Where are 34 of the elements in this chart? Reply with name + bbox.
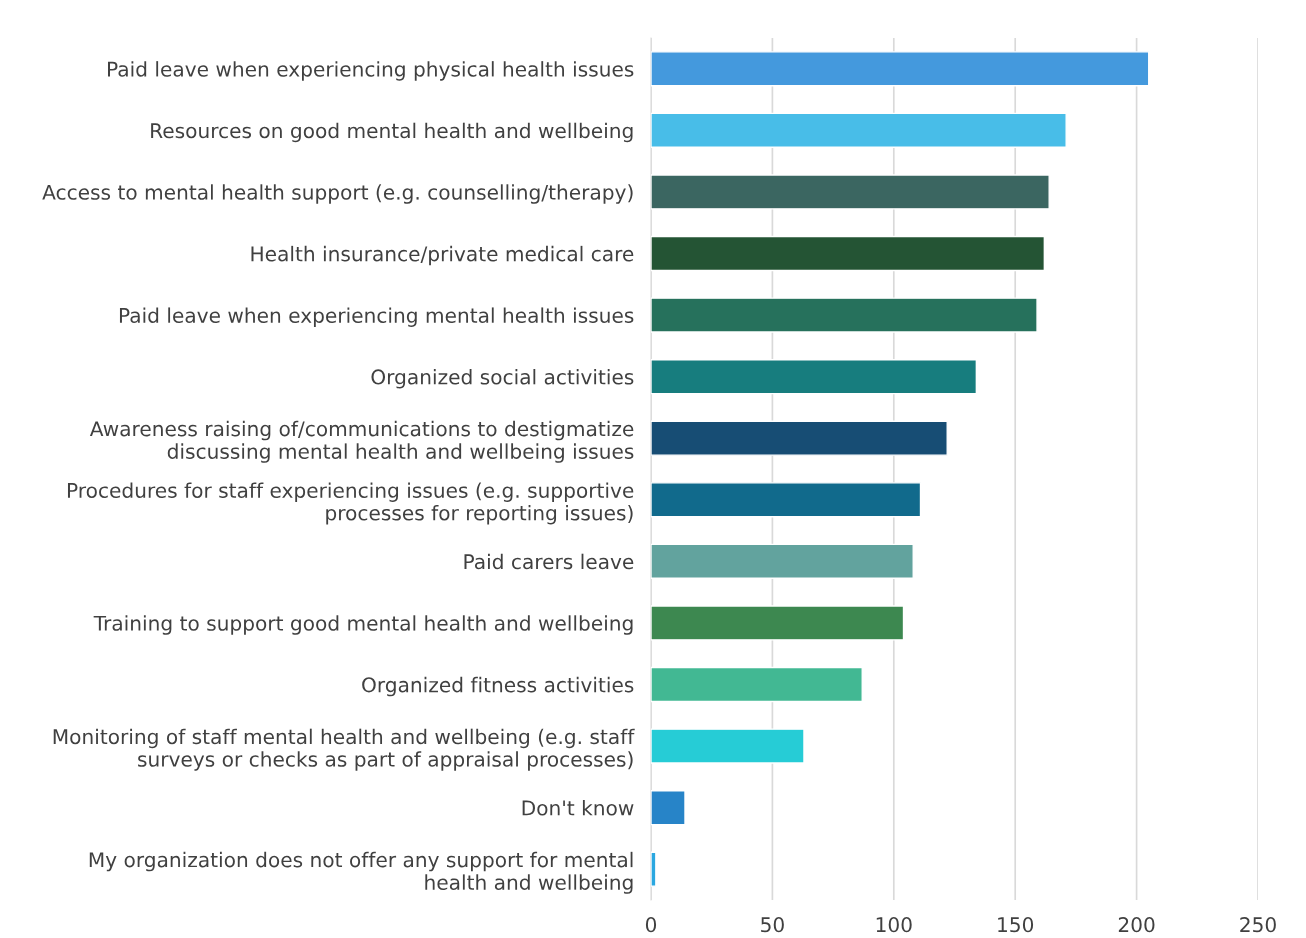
y-tick-label: Paid carers leave [464, 553, 634, 570]
bar [651, 235, 1046, 272]
bar [651, 112, 1067, 148]
y-tick-label: Training to support good mental health and wellbeing [93, 615, 633, 635]
bar [651, 851, 657, 887]
y-tick-label: Paid leave when experiencing mental health issues [119, 307, 634, 327]
y-tick-label: Organized social activities [371, 368, 634, 389]
y-tick-label: Procedures for staff experiencing issues (e.g. supportive processes for reporting issues) [67, 482, 634, 525]
y-tick-label: My organization does not offer any support for mental health and wellbeing [89, 851, 633, 894]
bar [651, 728, 805, 764]
y-tick-label: Paid leave when experiencing physical health issues [108, 61, 634, 81]
bar [651, 666, 863, 703]
x-tick-label: 150 [998, 917, 1034, 933]
x-tick-label: 250 [1240, 917, 1276, 933]
y-tick-label: Monitoring of staff mental health and wellbeing (e.g. staff surveys or checks as part of appraisal processes) [53, 728, 635, 771]
bar [651, 543, 914, 579]
x-tick-label: 100 [876, 917, 912, 933]
x-tick-label: 50 [761, 917, 784, 933]
bar [651, 790, 686, 826]
y-tick-label: Resources on good mental health and wellbeing [151, 122, 633, 143]
y-tick-label: Access to mental health support (e.g. counselling/therapy) [42, 184, 633, 204]
bar [651, 605, 905, 641]
bar [651, 482, 922, 518]
bar [651, 420, 948, 456]
y-tick-label: Health insurance/private medical care [251, 245, 634, 266]
x-tick-label: 200 [1118, 917, 1155, 933]
bar [651, 174, 1050, 210]
bar [651, 51, 1150, 87]
bar [651, 359, 978, 395]
y-tick-label: Organized fitness activities [362, 676, 634, 697]
y-tick-label: Don't know [522, 799, 634, 816]
x-tick-label: 0 [645, 917, 657, 933]
bar [651, 297, 1038, 333]
y-tick-label: Awareness raising of/communications to destigmatize discussing mental health and wellbeing issues [89, 420, 634, 463]
